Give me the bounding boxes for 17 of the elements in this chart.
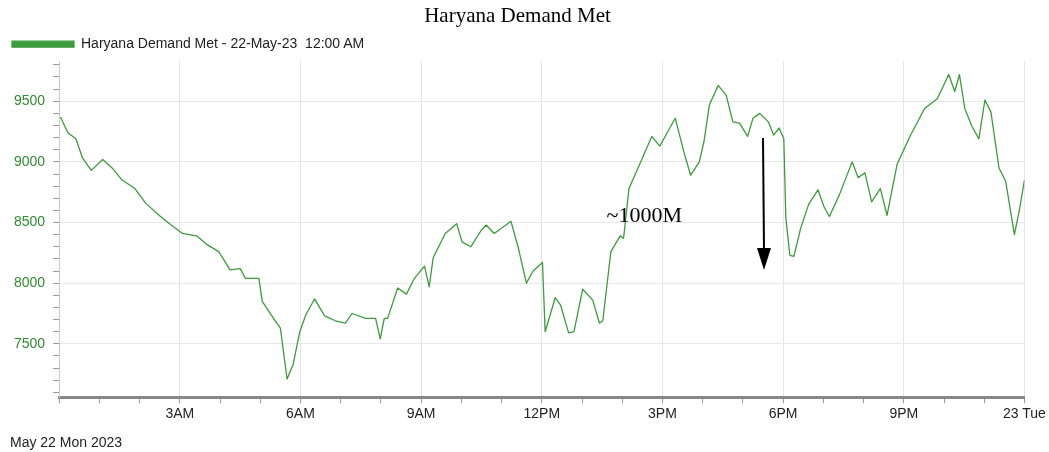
x-tick-label: 6PM	[768, 405, 798, 422]
legend-label: Haryana Demand Met - 22-May-23 12:00 AM	[81, 35, 365, 52]
annotation: ~1000M	[606, 201, 682, 227]
x-tick-label: 3AM	[165, 405, 195, 422]
x-tick-label: 6AM	[286, 405, 315, 422]
y-tick-label: 9000	[13, 152, 46, 169]
text: May 22 Mon 2023	[10, 433, 123, 450]
x-tick-label: 23 Tue	[1003, 405, 1047, 422]
x-tick-label: 9AM	[406, 405, 436, 422]
y-tick-label: 8500	[13, 213, 46, 230]
y-tick-label: 8000	[13, 274, 46, 291]
x-tick-label: 3PM	[648, 405, 677, 422]
x-tick-label: 9PM	[889, 405, 919, 422]
y-tick-label: 9500	[13, 92, 46, 109]
chart-title: Haryana Demand Met	[424, 3, 611, 28]
y-tick-label: 7500	[13, 334, 46, 351]
x-tick-label: 12PM	[523, 405, 561, 422]
